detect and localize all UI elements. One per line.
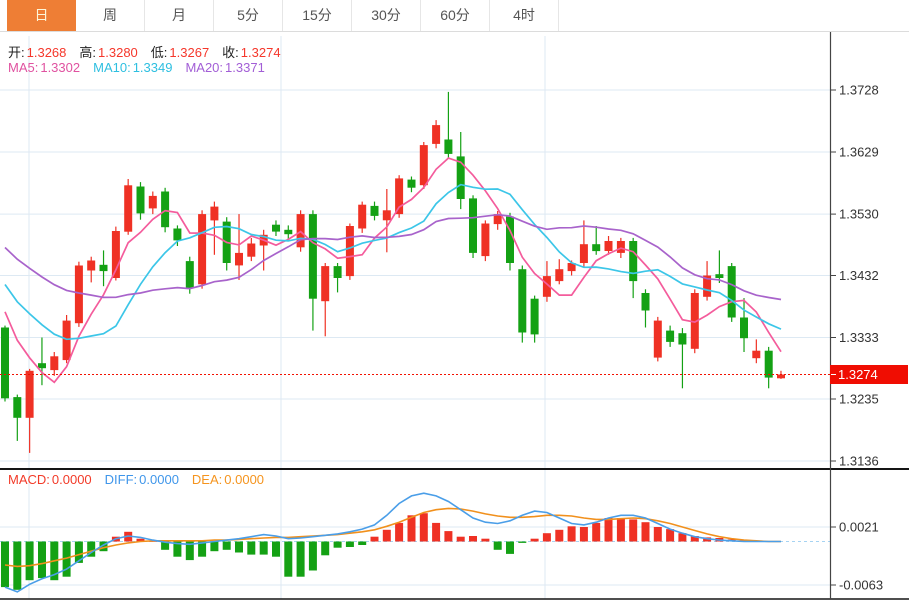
svg-text:-0.0063: -0.0063	[839, 578, 883, 593]
ma10-line	[4, 183, 782, 341]
chart-area[interactable]: 1.3728 1.3629 1.3530 1.3432 1.3333 1.3235 1.31…	[0, 32, 909, 602]
ma5-line	[4, 157, 782, 384]
ma-legend-label-2: MA20:	[185, 60, 224, 75]
ma-legend-value-0: 1.3302	[40, 60, 81, 75]
period-tab-0[interactable]: 日	[7, 0, 76, 31]
diff-line	[4, 492, 781, 593]
ma-legend-value-2: 1.3371	[225, 60, 265, 75]
current-price-badge: 1.3274	[830, 365, 908, 384]
dea-line	[4, 507, 781, 568]
price-axis: 1.3728 1.3629 1.3530 1.3432 1.3333 1.3235 1.31…	[829, 32, 883, 599]
ma-legend: MA5: 1.3302 MA10: 1.3349 MA20: 1.3371	[8, 60, 278, 75]
svg-text:1.3136: 1.3136	[839, 454, 879, 469]
macd-legend-label-0: MACD:	[8, 472, 50, 487]
macd-legend: MACD: 0.0000 DIFF: 0.0000 DEA: 0.0000	[8, 472, 277, 487]
macd-legend-value-0: 0.0000	[51, 472, 92, 487]
svg-text:1.3432: 1.3432	[839, 268, 879, 283]
svg-text:1.3530: 1.3530	[839, 207, 879, 222]
period-tab-1[interactable]: 周	[76, 0, 145, 31]
macd-legend-label-2: DEA:	[191, 472, 223, 487]
candle-series	[1, 91, 785, 453]
ohlc-legend-label-0: 开:	[8, 45, 25, 60]
ma-legend-label-0: MA5:	[8, 60, 39, 75]
ma-legend-value-1: 1.3349	[132, 60, 173, 75]
period-tab-2[interactable]: 月	[145, 0, 214, 31]
period-tab-7[interactable]: 4时	[490, 0, 559, 31]
ohlc-legend-value-1: 1.3280	[98, 45, 138, 60]
ohlc-legend-label-1: 高:	[79, 45, 97, 60]
svg-text:1.3333: 1.3333	[839, 330, 879, 345]
ohlc-legend-label-2: 低:	[150, 45, 168, 60]
ohlc-legend-value-0: 1.3268	[26, 45, 67, 60]
period-tab-5[interactable]: 30分	[352, 0, 421, 31]
ohlc-legend: 开: 1.3268 高: 1.3280 低: 1.3267 收: 1.3274	[8, 42, 294, 61]
svg-text:1.3728: 1.3728	[839, 83, 879, 98]
period-tab-3[interactable]: 5分	[214, 0, 283, 31]
period-tab-4[interactable]: 15分	[283, 0, 352, 31]
ohlc-legend-label-3: 收:	[222, 45, 239, 60]
chart-canvas: 1.3728 1.3629 1.3530 1.3432 1.3333 1.3235 1.31…	[0, 32, 909, 600]
ma-legend-label-1: MA10:	[93, 60, 131, 75]
ma20-line	[4, 213, 782, 301]
ohlc-legend-value-2: 1.3267	[169, 45, 210, 60]
svg-text:1.3235: 1.3235	[839, 392, 879, 407]
macd-legend-value-1: 0.0000	[139, 472, 179, 487]
svg-text:0.0021: 0.0021	[839, 520, 879, 535]
svg-text:1.3629: 1.3629	[839, 145, 879, 160]
period-tabbar: 日周月 5分 15分 30分 60分 4时	[0, 0, 909, 32]
macd-histogram	[1, 513, 761, 590]
grid	[0, 36, 830, 599]
macd-legend-label-1: DIFF:	[104, 472, 138, 487]
ohlc-legend-value-3: 1.3274	[240, 45, 281, 60]
macd-legend-value-2: 0.0000	[224, 472, 265, 487]
period-tab-6[interactable]: 60分	[421, 0, 490, 31]
